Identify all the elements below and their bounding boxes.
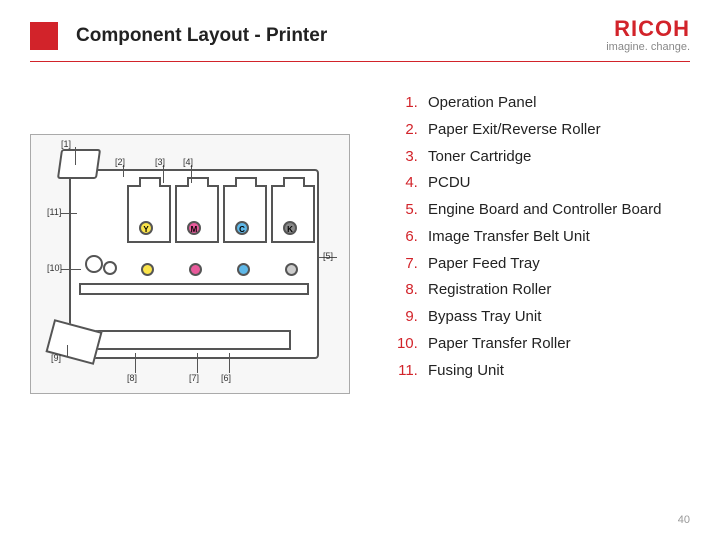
leader-line <box>229 353 230 373</box>
list-item: Paper Exit/Reverse Roller <box>422 117 690 144</box>
callout-4: [4] <box>183 157 193 167</box>
callout-5: [5] <box>323 251 333 261</box>
list-item: Fusing Unit <box>422 358 690 385</box>
callout-2: [2] <box>115 157 125 167</box>
toner-circle-c: C <box>235 221 249 235</box>
component-label: Bypass Tray Unit <box>428 308 541 325</box>
fusing-roller-2 <box>103 261 117 275</box>
leader-line <box>75 147 76 165</box>
content-row: Y M C K [1] [2] [3] <box>0 74 720 394</box>
list-item: Paper Transfer Roller <box>422 331 690 358</box>
callout-10: [10] <box>47 263 62 273</box>
component-label: Paper Exit/Reverse Roller <box>428 121 601 138</box>
toner-circle-m: M <box>187 221 201 235</box>
component-label: Registration Roller <box>428 281 551 298</box>
callout-11: [11] <box>47 207 61 217</box>
page-title: Component Layout - Printer <box>76 25 606 47</box>
brand-logo: RICOH <box>606 18 690 40</box>
component-label: PCDU <box>428 174 471 191</box>
list-item: Registration Roller <box>422 277 690 304</box>
accent-square-icon <box>30 22 58 50</box>
list-item: Image Transfer Belt Unit <box>422 224 690 251</box>
callout-8: [8] <box>127 373 137 383</box>
list-item: Engine Board and Controller Board <box>422 197 690 224</box>
leader-line <box>135 353 136 373</box>
component-list: Operation Panel Paper Exit/Reverse Rolle… <box>388 90 690 384</box>
callout-7: [7] <box>189 373 199 383</box>
callout-1: [1] <box>61 139 71 149</box>
page-number: 40 <box>678 514 690 526</box>
list-item: Toner Cartridge <box>422 144 690 171</box>
leader-line <box>197 353 198 373</box>
transfer-belt <box>79 283 309 295</box>
brand-tagline: imagine. change. <box>606 42 690 53</box>
slide-header: Component Layout - Printer RICOH imagine… <box>0 0 720 61</box>
pcdu-roller-c <box>237 263 250 276</box>
component-label: Operation Panel <box>428 94 536 111</box>
toner-circle-k: K <box>283 221 297 235</box>
callout-3: [3] <box>155 157 165 167</box>
brand-block: RICOH imagine. change. <box>606 18 690 53</box>
list-column: Operation Panel Paper Exit/Reverse Rolle… <box>360 84 690 394</box>
pcdu-roller-k <box>285 263 298 276</box>
printer-diagram: Y M C K [1] [2] [3] <box>30 134 350 394</box>
component-label: Engine Board and Controller Board <box>428 201 661 218</box>
fusing-roller-1 <box>85 255 103 273</box>
component-label: Paper Feed Tray <box>428 255 540 272</box>
leader-line <box>191 165 192 183</box>
list-item: Operation Panel <box>422 90 690 117</box>
diagram-column: Y M C K [1] [2] [3] <box>30 84 360 394</box>
callout-9: [9] <box>51 353 61 363</box>
callout-6: [6] <box>221 373 231 383</box>
component-label: Image Transfer Belt Unit <box>428 228 590 245</box>
list-item: PCDU <box>422 170 690 197</box>
leader-line <box>67 345 68 357</box>
pcdu-roller-m <box>189 263 202 276</box>
list-item: Paper Feed Tray <box>422 251 690 278</box>
leader-line <box>61 269 81 270</box>
component-label: Paper Transfer Roller <box>428 335 571 352</box>
leader-line <box>61 213 77 214</box>
toner-circle-y: Y <box>139 221 153 235</box>
pcdu-roller-y <box>141 263 154 276</box>
component-label: Fusing Unit <box>428 362 504 379</box>
leader-line <box>163 165 164 183</box>
paper-feed-tray-shape <box>91 330 291 350</box>
header-rule <box>30 61 690 62</box>
list-item: Bypass Tray Unit <box>422 304 690 331</box>
operation-panel-shape <box>57 149 101 179</box>
component-label: Toner Cartridge <box>428 148 531 165</box>
